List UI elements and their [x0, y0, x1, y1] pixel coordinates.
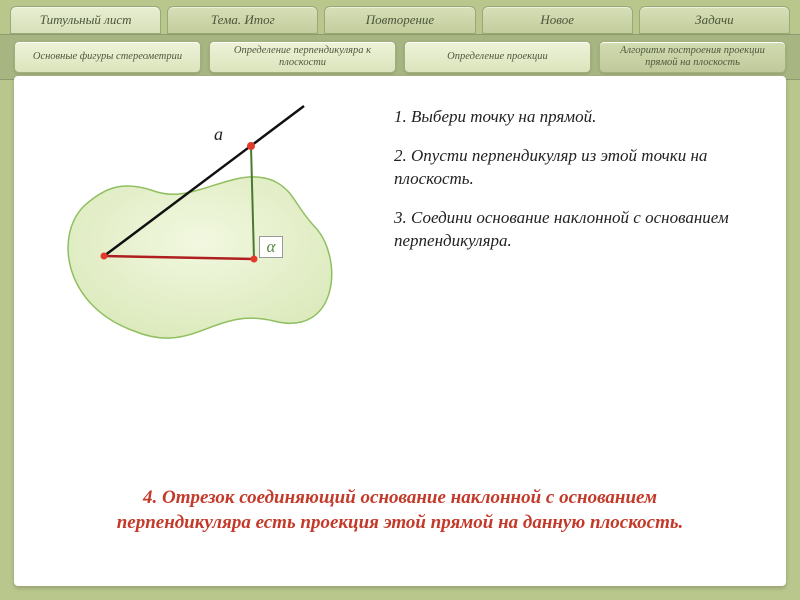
- top-tab-bar: Титульный листТема. ИтогПовторениеНовоеЗ…: [0, 0, 800, 34]
- step-2: 2. Опусти перпендикуляр из этой точки на…: [394, 145, 766, 191]
- top-tab-4[interactable]: Задачи: [639, 6, 790, 34]
- conclusion-text: 4. Отрезок соединяющий основание наклонн…: [74, 485, 726, 536]
- top-tab-1[interactable]: Тема. Итог: [167, 6, 318, 34]
- step-1: 1. Выбери точку на прямой.: [394, 106, 766, 129]
- step-3: 3. Соедини основание наклонной с основан…: [394, 207, 766, 253]
- content-card: α a 1. Выбери точку на прямой. 2. Опусти…: [14, 76, 786, 586]
- sub-tab-1[interactable]: Определение перпендикуляра к плоскости: [209, 41, 396, 73]
- line-a-label: a: [214, 124, 223, 145]
- plane-alpha-label: α: [259, 236, 283, 258]
- diagram-svg: [44, 96, 364, 356]
- sub-tab-bar: Основные фигуры стереометрииОпределение …: [0, 34, 800, 80]
- top-tab-2[interactable]: Повторение: [324, 6, 475, 34]
- geometry-diagram: α a: [44, 96, 364, 356]
- sub-tab-2[interactable]: Определение проекции: [404, 41, 591, 73]
- steps-list: 1. Выбери точку на прямой. 2. Опусти пер…: [394, 106, 766, 269]
- top-tab-3[interactable]: Новое: [482, 6, 633, 34]
- top-tab-0[interactable]: Титульный лист: [10, 6, 161, 34]
- sub-tab-3[interactable]: Алгоритм построения проекции прямой на п…: [599, 41, 786, 73]
- sub-tab-0[interactable]: Основные фигуры стереометрии: [14, 41, 201, 73]
